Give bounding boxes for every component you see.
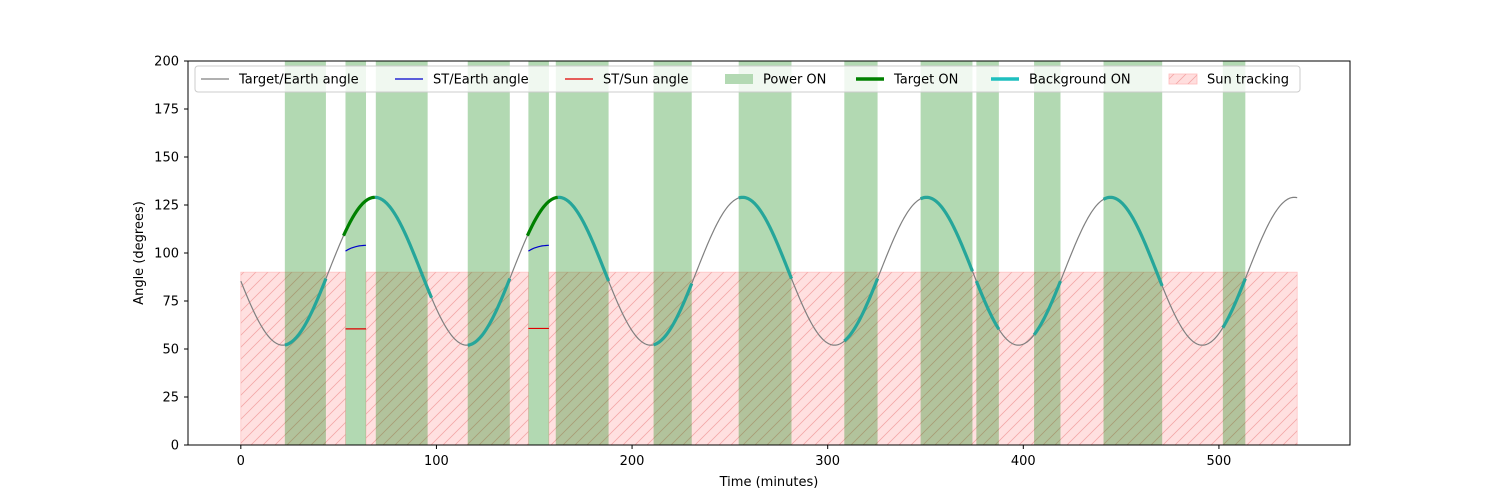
power-on-span xyxy=(345,61,367,445)
x-tick-label: 300 xyxy=(815,454,840,469)
power-on-span xyxy=(375,61,428,445)
power-on-span xyxy=(1034,61,1061,445)
background-on-segment xyxy=(1102,195,1164,287)
power-on-span xyxy=(738,61,792,445)
power-on-span xyxy=(528,61,549,445)
sun-tracking-layer xyxy=(240,271,1298,445)
legend-entry: ST/Sun angle xyxy=(565,73,689,88)
legend-swatch xyxy=(725,74,753,84)
background-on-segment xyxy=(284,278,328,347)
x-tick-label: 0 xyxy=(237,454,245,469)
y-tick-label: 0 xyxy=(171,439,179,454)
legend-label: ST/Earth angle xyxy=(433,73,529,88)
st-earth-angle-line xyxy=(528,244,549,252)
legend-label: Target/Earth angle xyxy=(238,73,359,88)
power-on-span xyxy=(284,61,326,445)
background-on-segment xyxy=(919,195,974,272)
background-on-segment xyxy=(738,195,793,280)
legend-label: Sun tracking xyxy=(1207,73,1289,88)
background-on-segment xyxy=(653,282,694,347)
sun-tracking-region xyxy=(548,271,1298,445)
power-on-span xyxy=(1103,61,1163,445)
legend-entry: Background ON xyxy=(991,73,1131,88)
x-tick-label: 500 xyxy=(1207,454,1232,469)
y-tick-label: 175 xyxy=(154,103,179,118)
x-tick-label: 400 xyxy=(1011,454,1036,469)
legend-entry: Power ON xyxy=(725,73,826,88)
power-on-span xyxy=(844,61,878,445)
sun-tracking-hatch xyxy=(240,272,346,445)
y-tick-label: 150 xyxy=(154,151,179,166)
y-tick-label: 200 xyxy=(154,55,179,70)
y-tick-label: 25 xyxy=(162,391,179,406)
power-on-span xyxy=(976,61,999,445)
background-on-segment xyxy=(374,195,434,299)
y-tick-label: 100 xyxy=(154,247,179,262)
legend-label: Background ON xyxy=(1029,73,1131,88)
y-axis-label: Angle (degrees) xyxy=(132,201,147,305)
legend-label: Target ON xyxy=(893,73,958,88)
x-axis-label: Time (minutes) xyxy=(719,475,819,490)
legend-entry: ST/Earth angle xyxy=(395,73,529,88)
legend-entry: Sun tracking xyxy=(1168,73,1289,88)
power-on-span xyxy=(653,61,692,445)
background-on-segment xyxy=(557,195,611,282)
legend-label: ST/Sun angle xyxy=(603,73,689,88)
x-tick-label: 200 xyxy=(620,454,645,469)
x-tick-label: 100 xyxy=(424,454,449,469)
legend: Target/Earth angle ST/Earth angle ST/Sun a… xyxy=(194,65,1301,93)
legend-label: Power ON xyxy=(763,73,826,88)
y-tick-label: 75 xyxy=(162,295,179,310)
legend-entry: Target/Earth angle xyxy=(201,73,359,88)
y-axis: 0 25 50 75 100 125 150 175 200 xyxy=(154,55,188,454)
background-on-segment xyxy=(1032,280,1062,336)
y-tick-label: 50 xyxy=(162,343,179,358)
x-axis: 0 100 200 300 400 500 xyxy=(237,445,1232,469)
legend-entry: Target ON xyxy=(856,73,958,88)
legend-swatch-hatch xyxy=(1169,74,1197,84)
background-on-segment xyxy=(1221,278,1247,329)
y-tick-label: 125 xyxy=(154,199,179,214)
background-on-segment xyxy=(467,278,512,347)
lines-layer xyxy=(240,195,1298,347)
background-on-segment xyxy=(843,278,880,343)
target-on-segment xyxy=(342,195,375,237)
power-on-span xyxy=(467,61,510,445)
sun-tracking-region xyxy=(240,271,346,445)
background-on-segment xyxy=(974,280,1001,331)
target-on-segment xyxy=(525,195,558,237)
st-earth-angle-line xyxy=(345,244,367,252)
power-on-span xyxy=(1222,61,1246,445)
sun-tracking-hatch xyxy=(548,272,1298,445)
power-on-span xyxy=(555,61,609,445)
